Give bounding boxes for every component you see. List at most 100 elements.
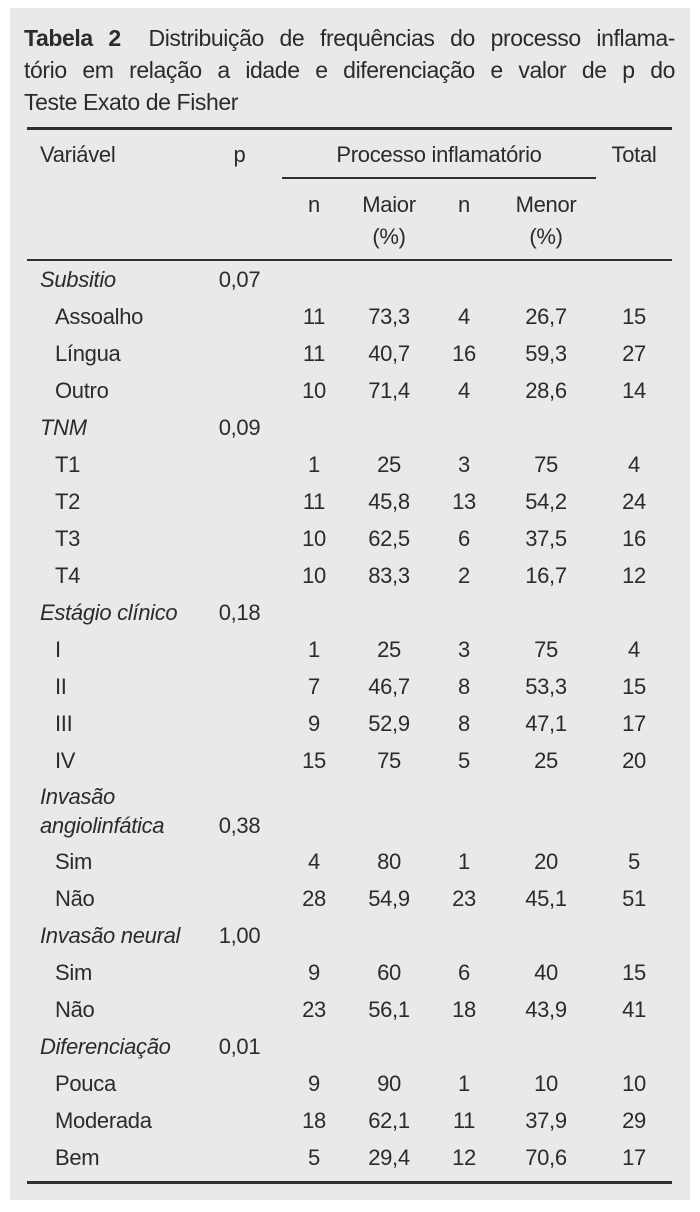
n-menor-cell: [432, 409, 496, 446]
total-cell: 4: [628, 451, 640, 477]
n-menor-cell: 2: [458, 562, 470, 588]
variable-cell: Assoalho: [55, 303, 144, 329]
menor-pct-cell: 37,9: [525, 1107, 567, 1133]
maior-pct-cell: 45,8: [368, 488, 410, 514]
maior-pct-cell: 62,5: [368, 525, 410, 551]
col-header-p: p: [233, 142, 246, 167]
horizontal-rule-top: [27, 127, 672, 130]
p-value-cell: [197, 1102, 282, 1139]
table-row: Não 23 56,1 18 43,9 41: [27, 991, 672, 1028]
table-row: Estágio clínico 0,18: [27, 594, 672, 631]
n-maior-cell: [282, 409, 346, 446]
data-table: Subsitio 0,07 Assoalho 11 73,3 4 26,7 15 Língua 1…: [27, 261, 672, 1176]
caption-line-3: Teste Exato de Fisher: [24, 89, 239, 115]
caption-line-2: tório em relação a idade e diferenciação…: [24, 57, 675, 83]
n-maior-cell: 10: [302, 377, 326, 403]
menor-pct-cell: [496, 594, 596, 631]
total-cell: 20: [622, 747, 646, 773]
maior-pct-cell: 75: [377, 747, 401, 773]
n-maior-cell: 11: [302, 488, 326, 514]
variable-cell: Invasão neural: [40, 922, 181, 948]
maior-pct-cell: [346, 594, 432, 631]
variable-cell: T4: [55, 562, 81, 588]
menor-pct-cell: 53,3: [525, 673, 567, 699]
n-menor-cell: 23: [452, 885, 476, 911]
p-value-cell: 0,38: [218, 813, 261, 838]
p-value-cell: 0,07: [218, 266, 261, 292]
p-value-cell: [197, 298, 282, 335]
table-row: Invasão neural 1,00: [27, 917, 672, 954]
menor-pct-cell: 26,7: [525, 303, 567, 329]
p-value-cell: [197, 335, 282, 372]
variable-cell: Diferenciação: [40, 1033, 171, 1059]
header-row-2: n Maior (%) n Menor (%): [27, 178, 672, 259]
n-menor-cell: [432, 1028, 496, 1065]
n-maior-cell: 9: [308, 1070, 320, 1096]
p-value-cell: 0,09: [218, 414, 261, 440]
p-value-cell: [197, 742, 282, 779]
menor-pct-cell: [496, 261, 596, 298]
menor-pct-cell: 37,5: [525, 525, 567, 551]
total-cell: 27: [622, 340, 646, 366]
maior-pct-cell: 29,4: [368, 1144, 410, 1170]
n-maior-cell: 9: [308, 710, 320, 736]
menor-pct-cell: 54,2: [525, 488, 567, 514]
total-cell: [596, 409, 672, 446]
total-cell: 15: [622, 673, 646, 699]
variable-cell: Não: [55, 885, 95, 911]
n-menor-cell: 1: [458, 848, 470, 874]
n-maior-cell: [282, 779, 346, 843]
n-menor-cell: [432, 261, 496, 298]
table-row: Outro 10 71,4 4 28,6 14: [27, 372, 672, 409]
p-value-cell: [197, 483, 282, 520]
maior-pct-cell: 60: [377, 959, 401, 985]
variable-cell: Sim: [55, 848, 92, 874]
total-cell: [596, 917, 672, 954]
variable-cell: Moderada: [55, 1107, 152, 1133]
total-cell: [596, 779, 672, 843]
table-row: T2 11 45,8 13 54,2 24: [27, 483, 672, 520]
p-value-cell: 0,01: [218, 1033, 261, 1059]
maior-pct-cell: 25: [377, 636, 401, 662]
p-value-cell: [197, 631, 282, 668]
n-menor-cell: 12: [452, 1144, 476, 1170]
col-subheader-n-menor: n: [458, 192, 470, 217]
table-row: Bem 5 29,4 12 70,6 17: [27, 1139, 672, 1176]
maior-pct-cell: [346, 409, 432, 446]
variable-cell: Outro: [55, 377, 109, 403]
p-value-cell: 0,18: [218, 599, 261, 625]
col-header-total: Total: [611, 142, 657, 167]
maior-pct-cell: 54,9: [368, 885, 410, 911]
table-row: T3 10 62,5 6 37,5 16: [27, 520, 672, 557]
total-cell: 15: [622, 303, 646, 329]
n-maior-cell: 18: [302, 1107, 326, 1133]
subheader-menor-pct-label: (%): [529, 224, 563, 249]
total-cell: 29: [622, 1107, 646, 1133]
total-cell: 41: [622, 996, 646, 1022]
table-row: Não 28 54,9 23 45,1 51: [27, 880, 672, 917]
p-value-cell: [197, 843, 282, 880]
n-menor-cell: 11: [452, 1107, 476, 1133]
p-value-cell: [197, 446, 282, 483]
n-menor-cell: 6: [458, 525, 470, 551]
menor-pct-cell: 10: [534, 1070, 558, 1096]
maior-pct-cell: [346, 261, 432, 298]
maior-pct-cell: 46,7: [368, 673, 410, 699]
table-row: T4 10 83,3 2 16,7 12: [27, 557, 672, 594]
p-value-cell: [197, 954, 282, 991]
menor-pct-cell: 40: [534, 959, 558, 985]
n-maior-cell: 7: [308, 673, 320, 699]
total-cell: [596, 594, 672, 631]
p-value-cell: [197, 991, 282, 1028]
n-maior-cell: [282, 261, 346, 298]
p-value-cell: [197, 705, 282, 742]
subheader-maior-pct-label: (%): [372, 224, 406, 249]
variable-cell: I: [55, 636, 61, 662]
table-row: Língua 11 40,7 16 59,3 27: [27, 335, 672, 372]
header-table: Variável p Processo inflamatório Total n…: [27, 130, 672, 259]
total-cell: 51: [622, 885, 646, 911]
maior-pct-cell: 62,1: [368, 1107, 410, 1133]
variable-cell: Não: [55, 996, 95, 1022]
n-maior-cell: 1: [308, 636, 320, 662]
n-menor-cell: 13: [452, 488, 476, 514]
